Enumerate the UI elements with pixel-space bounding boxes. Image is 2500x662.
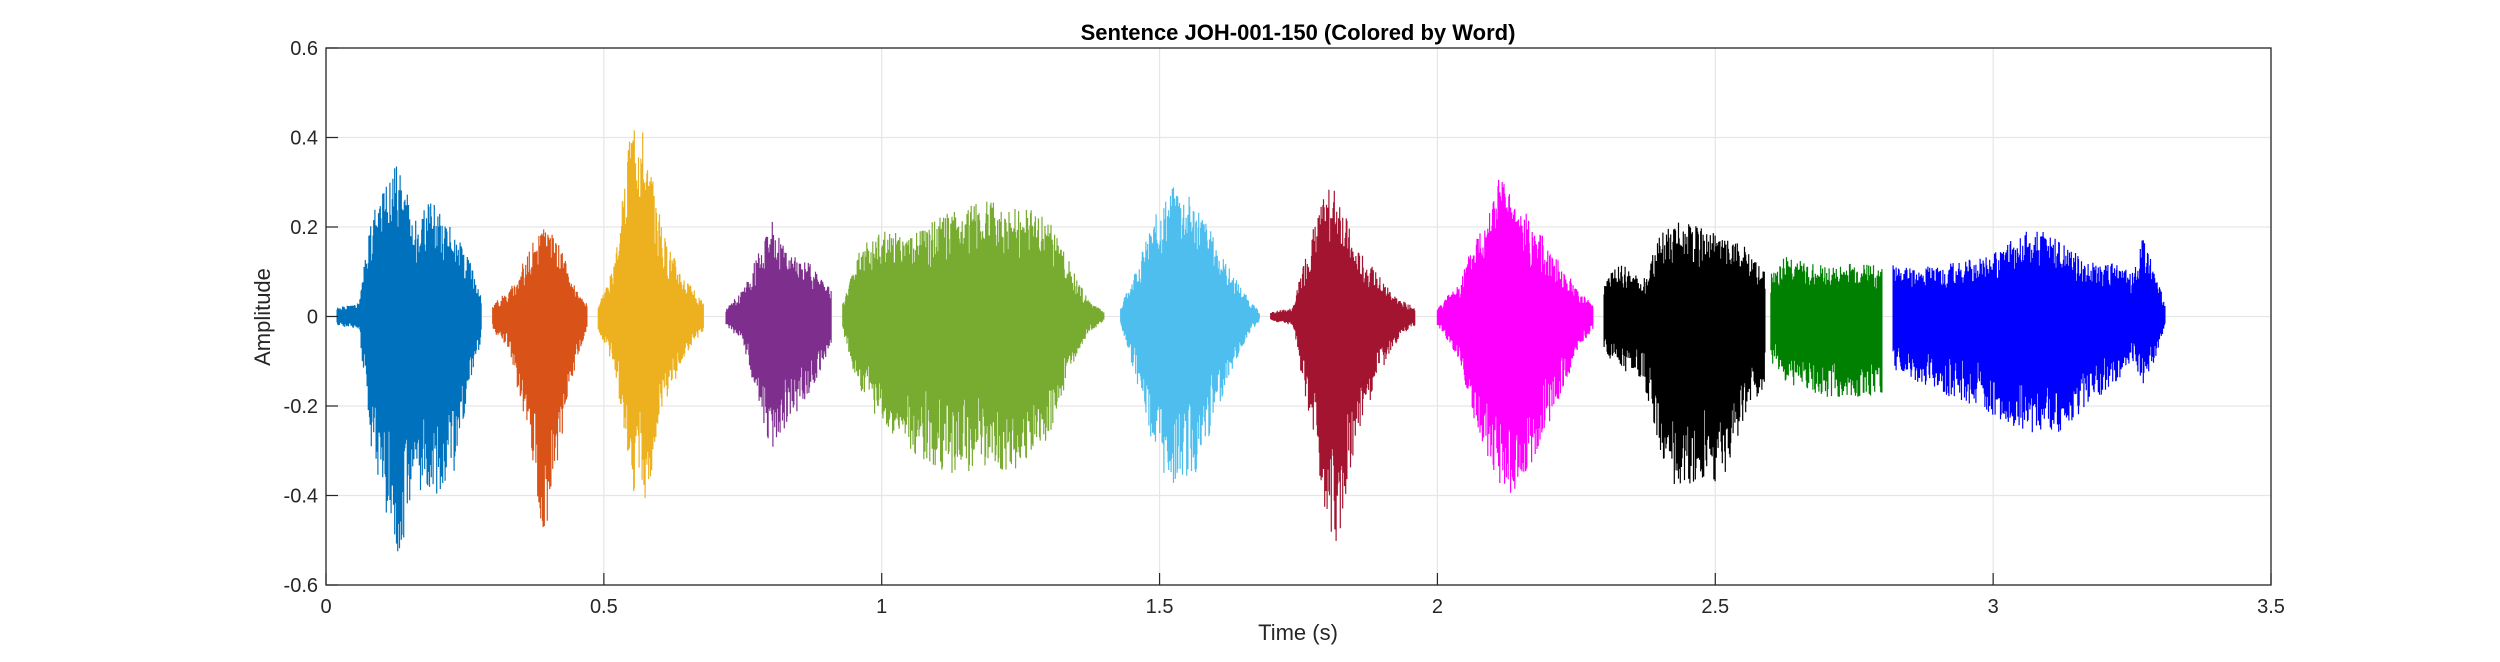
waveform-path xyxy=(842,201,1105,473)
y-tick-label: 0.6 xyxy=(290,38,318,60)
word-segment-8 xyxy=(1436,179,1594,493)
x-axis-label: Time (s) xyxy=(1258,620,1338,645)
waveform-path xyxy=(1270,189,1416,541)
waveform-path xyxy=(1120,187,1260,483)
waveform-path xyxy=(1770,257,1883,397)
y-tick-label: -0.6 xyxy=(284,575,318,597)
x-tick-label: 2 xyxy=(1432,596,1443,618)
waveform-path xyxy=(1436,179,1594,493)
x-tick-label: 1.5 xyxy=(1146,596,1174,618)
word-segment-6 xyxy=(1120,187,1260,483)
word-segment-9 xyxy=(1603,222,1766,484)
x-tick-label: 3.5 xyxy=(2257,596,2285,618)
x-tick-label: 2.5 xyxy=(1701,596,1729,618)
waveform-path xyxy=(1892,231,2166,433)
word-segment-4 xyxy=(725,221,832,447)
waveform-path xyxy=(1603,222,1766,484)
x-tick-label: 0 xyxy=(320,596,331,618)
chart-title: Sentence JOH-001-150 (Colored by Word) xyxy=(1081,20,1516,45)
waveform-path xyxy=(492,229,588,528)
y-tick-label: 0.4 xyxy=(290,128,318,150)
word-segment-11 xyxy=(1892,231,2166,433)
x-tick-label: 1 xyxy=(876,596,887,618)
y-axis-ticks: -0.6 -0.4 -0.2 0 0.2 0.4 0.6 xyxy=(284,38,338,597)
word-segment-7 xyxy=(1270,189,1416,541)
x-tick-label: 3 xyxy=(1988,596,1999,618)
word-segment-2 xyxy=(492,229,588,528)
word-segment-10 xyxy=(1770,257,1883,397)
y-tick-label: 0.2 xyxy=(290,217,318,239)
word-segment-5 xyxy=(842,201,1105,473)
x-tick-label: 0.5 xyxy=(590,596,618,618)
y-tick-label: 0 xyxy=(307,307,318,329)
waveform-path xyxy=(725,221,832,447)
y-axis-label: Amplitude xyxy=(250,268,275,366)
waveform-series xyxy=(336,130,2166,552)
word-segment-3 xyxy=(597,130,704,499)
x-axis-ticks: 0 0.5 1 1.5 2 2.5 3 3.5 xyxy=(320,573,2285,618)
y-tick-label: -0.2 xyxy=(284,396,318,418)
y-tick-label: -0.4 xyxy=(284,486,318,508)
waveform-path xyxy=(597,130,704,499)
